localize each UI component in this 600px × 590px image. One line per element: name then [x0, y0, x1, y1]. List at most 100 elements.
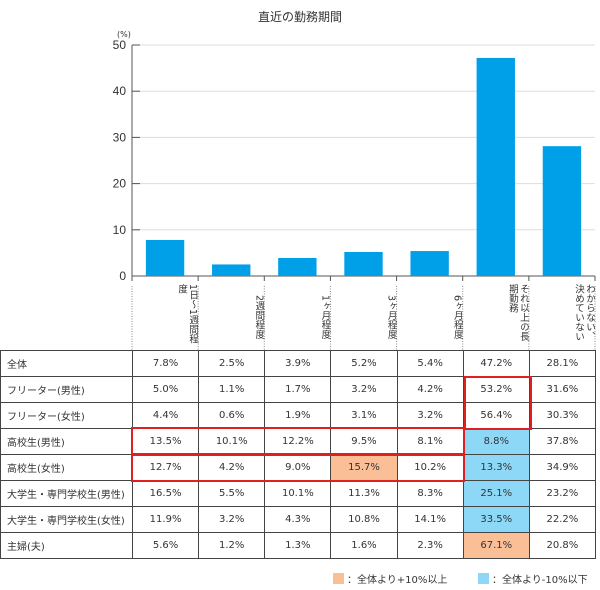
row-label: フリーター(男性) — [0, 376, 133, 403]
table-cell: 14.1% — [396, 506, 464, 533]
category-label: 1ヶ月程度 — [319, 294, 331, 340]
table-cell: 25.1% — [462, 480, 530, 507]
bar-1 — [145, 239, 185, 276]
row-label: 主婦(夫) — [0, 532, 133, 559]
table-cell: 3.1% — [330, 402, 398, 429]
table-cell: 56.4% — [462, 402, 530, 429]
category-label: 2週間程度 — [253, 294, 265, 340]
y-tick-label: 30 — [113, 130, 127, 144]
table-row: 高校生(女性) 12.7% 4.2% 9.0% 15.7% 10.2% 13.3% 34.9% — [0, 454, 597, 481]
table-cell: 5.5% — [198, 480, 266, 507]
table-cell: 10.2% — [396, 454, 464, 481]
table-cell: 3.2% — [396, 402, 464, 429]
category-label: わからない、決めていない — [572, 284, 595, 341]
table-row: フリーター(男性) 5.0% 1.1% 1.7% 3.2% 4.2% 53.2% 31.6% — [0, 376, 597, 403]
table-cell: 53.2% — [462, 376, 530, 403]
legend-label-low: ：全体より-10%以下 — [492, 575, 588, 586]
table-cell: 1.3% — [264, 532, 332, 559]
row-label: 高校生(男性) — [0, 428, 133, 455]
bar-7 — [542, 146, 582, 276]
table-cell: 4.4% — [131, 402, 200, 429]
table-row: 大学生・専門学校生(女性) 11.9% 3.2% 4.3% 10.8% 14.1% 33.5… — [0, 506, 597, 533]
row-label: フリーター(女性) — [0, 402, 133, 429]
category-label: それ以上の長期勤務 — [506, 284, 529, 341]
row-label: 大学生・専門学校生(男性) — [0, 480, 133, 507]
table-cell: 16.5% — [131, 480, 200, 507]
bar-2 — [212, 264, 251, 276]
table-cell: 8.8% — [462, 428, 530, 455]
y-tick-label: 50 — [113, 38, 127, 52]
table-cell: 4.2% — [198, 454, 266, 481]
table-cell: 3.9% — [264, 350, 332, 377]
bar-5 — [410, 251, 449, 276]
y-tick-label: 40 — [113, 84, 127, 98]
table-cell: 47.2% — [462, 350, 530, 377]
table-cell: 23.2% — [528, 480, 597, 507]
table-cell: 28.1% — [528, 350, 597, 377]
table-cell: 13.3% — [462, 454, 530, 481]
y-tick-label: 10 — [113, 223, 127, 237]
table-cell: 37.8% — [528, 428, 597, 455]
y-axis-unit: (%) — [117, 30, 131, 39]
table-cell: 34.9% — [528, 454, 597, 481]
row-label: 大学生・専門学校生(女性) — [0, 506, 133, 533]
table-cell: 11.9% — [131, 506, 200, 533]
table-cell: 31.6% — [528, 376, 597, 403]
bar-6 — [476, 57, 515, 276]
table-cell: 12.7% — [131, 454, 200, 481]
chart-title: 直近の勤務期間 — [257, 10, 342, 24]
table-cell: 1.1% — [198, 376, 266, 403]
table-cell: 3.2% — [198, 506, 266, 533]
table-cell: 10.1% — [264, 480, 332, 507]
legend-low: ：全体より-10%以下 — [478, 571, 588, 586]
table-cell: 22.2% — [528, 506, 597, 533]
table-cell: 2.3% — [396, 532, 464, 559]
table-cell: 11.3% — [330, 480, 398, 507]
table-cell: 67.1% — [462, 532, 530, 559]
table-cell: 8.1% — [396, 428, 464, 455]
y-tick-label: 0 — [119, 269, 126, 283]
table-cell: 1.7% — [264, 376, 332, 403]
legend-label-high: ：全体より+10%以上 — [347, 575, 448, 586]
table-cell: 10.1% — [198, 428, 266, 455]
table-row: 大学生・専門学校生(男性) 16.5% 5.5% 10.1% 11.3% 8.3% 25.1… — [0, 480, 597, 507]
table-cell: 5.0% — [131, 376, 200, 403]
table-cell: 5.6% — [131, 532, 200, 559]
table-cell: 30.3% — [528, 402, 597, 429]
table-cell: 7.8% — [131, 350, 200, 377]
legend-high: ：全体より+10%以上 — [333, 571, 447, 586]
data-table: 全体 7.8% 2.5% 3.9% 5.2% 5.4% 47.2% 28.1% フリーター(男性… — [0, 350, 597, 559]
category-label: 3ヶ月程度 — [385, 294, 397, 340]
table-cell: 10.8% — [330, 506, 398, 533]
table-cell: 20.8% — [528, 532, 597, 559]
bar-3 — [278, 257, 317, 276]
table-row: 主婦(夫) 5.6% 1.2% 1.3% 1.6% 2.3% 67.1% 20.8% — [0, 532, 597, 559]
table-cell: 1.2% — [198, 532, 266, 559]
table-row: フリーター(女性) 4.4% 0.6% 1.9% 3.1% 3.2% 56.4% 30.3% — [0, 402, 597, 429]
table-cell: 15.7% — [330, 454, 398, 481]
table-cell: 4.3% — [264, 506, 332, 533]
table-cell: 0.6% — [198, 402, 266, 429]
category-label: 1日～1週間程度 — [176, 284, 199, 344]
table-cell: 9.5% — [330, 428, 398, 455]
table-cell: 1.6% — [330, 532, 398, 559]
table-cell: 12.2% — [264, 428, 332, 455]
bar-4 — [344, 251, 383, 276]
table-cell: 5.4% — [396, 350, 464, 377]
y-tick-label: 20 — [113, 177, 127, 191]
table-cell: 9.0% — [264, 454, 332, 481]
category-label: 6ヶ月程度 — [451, 294, 463, 340]
table-cell: 2.5% — [198, 350, 266, 377]
table-cell: 4.2% — [396, 376, 464, 403]
table-cell: 3.2% — [330, 376, 398, 403]
table-cell: 33.5% — [462, 506, 530, 533]
table-row: 全体 7.8% 2.5% 3.9% 5.2% 5.4% 47.2% 28.1% — [0, 350, 597, 377]
legend-swatch-low — [478, 573, 489, 584]
table-cell: 1.9% — [264, 402, 332, 429]
row-label: 全体 — [0, 350, 133, 377]
table-cell: 13.5% — [131, 428, 200, 455]
row-label: 高校生(女性) — [0, 454, 133, 481]
legend-swatch-high — [333, 573, 344, 584]
table-row: 高校生(男性) 13.5% 10.1% 12.2% 9.5% 8.1% 8.8% 37.8% — [0, 428, 597, 455]
